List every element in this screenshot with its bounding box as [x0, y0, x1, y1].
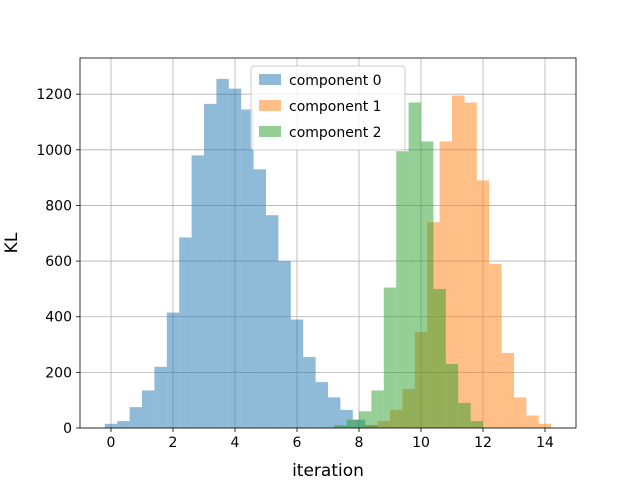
histogram-bar: [433, 288, 446, 428]
histogram-bar: [228, 88, 242, 428]
histogram-bar: [191, 155, 204, 429]
y-axis-ticks: 0 200 400 600 800 1000 1200: [36, 87, 80, 437]
histogram-bar: [142, 390, 155, 428]
histogram-bar: [334, 425, 347, 428]
histogram-bar: [266, 215, 279, 428]
histogram-bar: [290, 319, 304, 428]
histogram-bar: [303, 357, 316, 428]
histogram-bar: [241, 109, 254, 429]
histogram-bar: [383, 287, 397, 428]
y-tick-label: 200: [45, 365, 72, 381]
x-axis-label: iteration: [292, 461, 364, 480]
histogram-bar: [458, 402, 471, 428]
histogram-bar: [452, 95, 465, 428]
histogram-bar: [538, 423, 552, 428]
legend: component 0 component 1 component 2: [250, 65, 406, 151]
y-tick-label: 0: [63, 421, 72, 437]
y-tick-label: 800: [45, 198, 72, 214]
histogram-bar: [396, 151, 409, 428]
legend-swatch: [259, 100, 281, 111]
y-tick-label: 1000: [36, 143, 72, 159]
histogram-bar: [216, 78, 229, 429]
histogram-bar: [179, 237, 192, 428]
x-tick-label: 8: [355, 435, 364, 451]
histogram-bar: [278, 261, 291, 428]
y-tick-label: 400: [45, 310, 72, 326]
histogram-bar: [315, 382, 328, 428]
histogram-bar: [464, 102, 477, 428]
histogram-bar: [328, 397, 341, 428]
x-tick-label: 0: [107, 435, 116, 451]
histogram-bar: [346, 419, 359, 428]
legend-label: component 0: [289, 73, 382, 89]
histogram-bar: [514, 397, 527, 428]
x-tick-label: 2: [169, 435, 178, 451]
histogram-bar: [129, 407, 142, 428]
histogram-bar: [166, 312, 180, 428]
plot-frame: [79, 57, 577, 429]
histogram-bar: [526, 415, 539, 428]
histogram-bars: [104, 78, 552, 429]
legend-label: component 1: [289, 99, 382, 115]
y-tick-label: 1200: [36, 87, 72, 103]
x-tick-label: 14: [536, 435, 554, 451]
x-axis-ticks: 0 2 4 6 8 10 12 14: [107, 428, 554, 451]
legend-box: [250, 65, 406, 151]
histogram-bar: [253, 169, 266, 428]
legend-label: component 2: [289, 125, 382, 141]
legend-swatch: [259, 74, 281, 85]
histogram-bar: [371, 390, 384, 428]
series-0-bars: [104, 78, 378, 429]
x-tick-label: 4: [231, 435, 240, 451]
y-tick-label: 600: [45, 254, 72, 270]
legend-swatch: [259, 126, 281, 137]
histogram-bar: [501, 352, 514, 428]
x-tick-label: 12: [474, 435, 492, 451]
histogram-bar: [359, 411, 372, 428]
y-axis-label: KL: [2, 232, 22, 253]
histogram-bar: [470, 421, 483, 428]
x-tick-label: 6: [293, 435, 302, 451]
x-tick-label: 10: [412, 435, 430, 451]
histogram-bar: [489, 263, 502, 428]
series-2-bars: [334, 102, 483, 428]
histogram-bar: [104, 423, 118, 428]
histogram-bar: [445, 364, 459, 428]
histogram-bar: [154, 366, 167, 428]
histogram-bar: [421, 141, 434, 428]
histogram-bar: [204, 103, 217, 428]
histogram-bar: [476, 180, 490, 428]
histogram-bar: [117, 421, 130, 428]
histogram-bar: [408, 102, 421, 428]
